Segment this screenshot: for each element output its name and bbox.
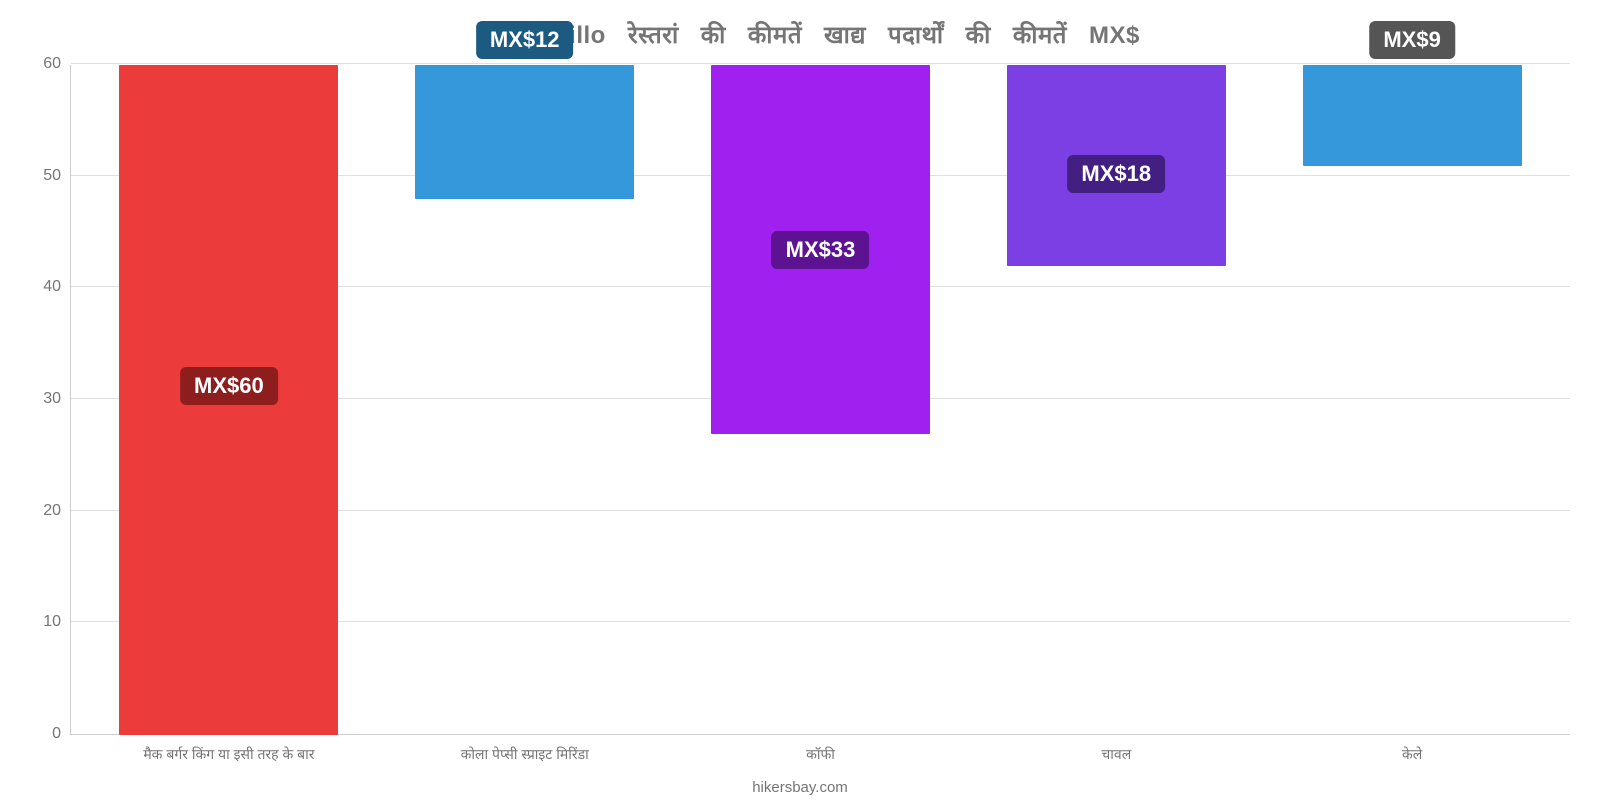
chart-title: Manzanilloरेस्तरांकीकीमतेंखाद्यपदार्थोंक… (70, 18, 1570, 51)
title-word: की (966, 22, 991, 49)
y-tick-label: 20 (21, 502, 61, 520)
y-tick-label: 10 (21, 613, 61, 631)
y-tick-label: 60 (21, 55, 61, 73)
plot-area: 0102030405060 MX$60MX$12MX$33MX$18MX$9 म… (70, 65, 1570, 735)
bar: MX$9 (1303, 65, 1522, 166)
title-word: की (701, 22, 726, 49)
bar: MX$60 (119, 65, 338, 735)
bar-value-badge: MX$33 (772, 231, 870, 269)
gridline (71, 63, 1570, 64)
x-tick-label: चावल (968, 745, 1264, 764)
bar-value-badge: MX$12 (476, 21, 574, 59)
title-word: पदार्थों (888, 22, 944, 49)
title-word: कीमतें (748, 22, 802, 49)
title-word: कीमतें (1013, 22, 1067, 49)
bar-slot: MX$12 (377, 65, 673, 734)
bar: MX$33 (711, 65, 930, 434)
x-tick-label: मैक बर्गर किंग या इसी तरह के बार (81, 745, 377, 764)
y-tick-label: 30 (21, 390, 61, 408)
bar-slot: MX$33 (673, 65, 969, 734)
y-tick-label: 0 (21, 725, 61, 743)
x-tick-label: कॉफी (673, 745, 969, 764)
y-tick-label: 40 (21, 278, 61, 296)
chart-container: Manzanilloरेस्तरांकीकीमतेंखाद्यपदार्थोंक… (0, 0, 1600, 800)
bar-slot: MX$9 (1264, 65, 1560, 734)
bar-value-badge: MX$18 (1067, 155, 1165, 193)
bar: MX$12 (415, 65, 634, 199)
x-axis: मैक बर्गर किंग या इसी तरह के बारकोला पेप… (71, 745, 1570, 764)
bar-slot: MX$18 (968, 65, 1264, 734)
bar-slot: MX$60 (81, 65, 377, 734)
title-word: रेस्तरां (628, 22, 679, 49)
bar: MX$18 (1007, 65, 1226, 266)
bar-value-badge: MX$60 (180, 367, 278, 405)
title-word: MX$ (1089, 22, 1140, 49)
title-word: खाद्य (824, 22, 866, 49)
bar-value-badge: MX$9 (1369, 21, 1454, 59)
y-tick-label: 50 (21, 167, 61, 185)
watermark-text: hikersbay.com (752, 779, 848, 796)
x-tick-label: केले (1264, 745, 1560, 764)
x-tick-label: कोला पेप्सी स्प्राइट मिरिंडा (377, 745, 673, 764)
bars-group: MX$60 MX$12 MX$33 MX$18 MX$9 (71, 65, 1570, 734)
